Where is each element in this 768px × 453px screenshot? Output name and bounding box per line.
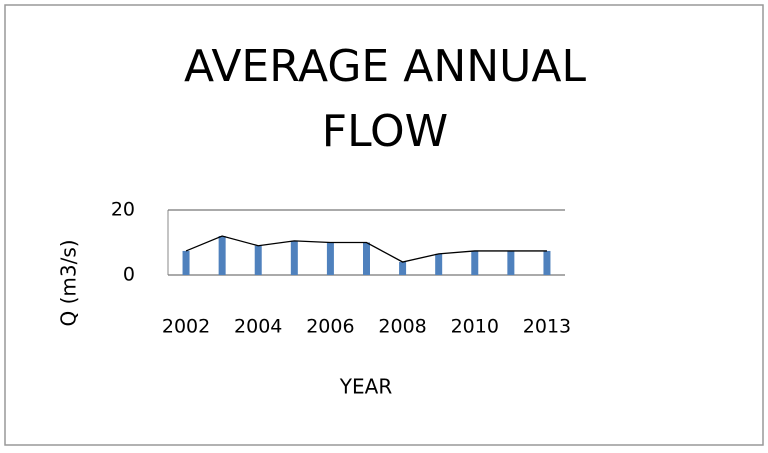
chart-title: AVERAGE ANNUAL bbox=[184, 41, 586, 92]
bar bbox=[435, 253, 443, 275]
y-axis-title: Q (m3/s) bbox=[57, 239, 81, 326]
y-tick-label: 0 bbox=[123, 264, 135, 286]
line bbox=[185, 235, 547, 263]
bar bbox=[182, 250, 190, 275]
x-tick-label: 2008 bbox=[378, 316, 426, 338]
bar bbox=[363, 242, 370, 275]
chart-title: FLOW bbox=[322, 106, 448, 157]
bar bbox=[399, 262, 407, 275]
y-tick-label: 20 bbox=[111, 199, 135, 221]
bar bbox=[507, 250, 515, 275]
bar bbox=[471, 250, 479, 275]
x-tick-label: 2004 bbox=[234, 316, 282, 338]
x-tick-label: 2002 bbox=[162, 316, 210, 338]
bar bbox=[254, 245, 262, 275]
chart-border bbox=[4, 4, 764, 446]
bar bbox=[543, 250, 551, 275]
x-axis-title: YEAR bbox=[339, 375, 393, 399]
bar bbox=[326, 242, 334, 275]
x-tick-label: 2010 bbox=[451, 316, 499, 338]
x-tick-label: 2006 bbox=[306, 316, 354, 338]
x-tick-label: 2013 bbox=[523, 316, 571, 338]
bar bbox=[218, 236, 226, 275]
bar bbox=[290, 240, 298, 275]
